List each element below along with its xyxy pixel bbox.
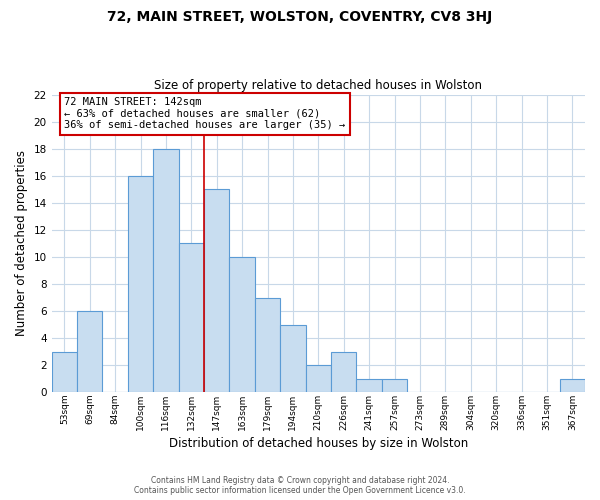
Bar	[153, 148, 179, 392]
Bar	[229, 257, 255, 392]
Bar	[204, 190, 229, 392]
Text: 72 MAIN STREET: 142sqm
← 63% of detached houses are smaller (62)
36% of semi-det: 72 MAIN STREET: 142sqm ← 63% of detached…	[64, 98, 346, 130]
Bar	[382, 379, 407, 392]
Bar	[305, 365, 331, 392]
Bar	[560, 379, 585, 392]
Bar	[77, 311, 103, 392]
Bar	[356, 379, 382, 392]
Y-axis label: Number of detached properties: Number of detached properties	[15, 150, 28, 336]
Bar	[179, 244, 204, 392]
Title: Size of property relative to detached houses in Wolston: Size of property relative to detached ho…	[154, 79, 482, 92]
Bar	[331, 352, 356, 393]
Bar	[280, 324, 305, 392]
Text: 72, MAIN STREET, WOLSTON, COVENTRY, CV8 3HJ: 72, MAIN STREET, WOLSTON, COVENTRY, CV8 …	[107, 10, 493, 24]
Bar	[255, 298, 280, 392]
X-axis label: Distribution of detached houses by size in Wolston: Distribution of detached houses by size …	[169, 437, 468, 450]
Bar	[52, 352, 77, 393]
Text: Contains HM Land Registry data © Crown copyright and database right 2024.
Contai: Contains HM Land Registry data © Crown c…	[134, 476, 466, 495]
Bar	[128, 176, 153, 392]
